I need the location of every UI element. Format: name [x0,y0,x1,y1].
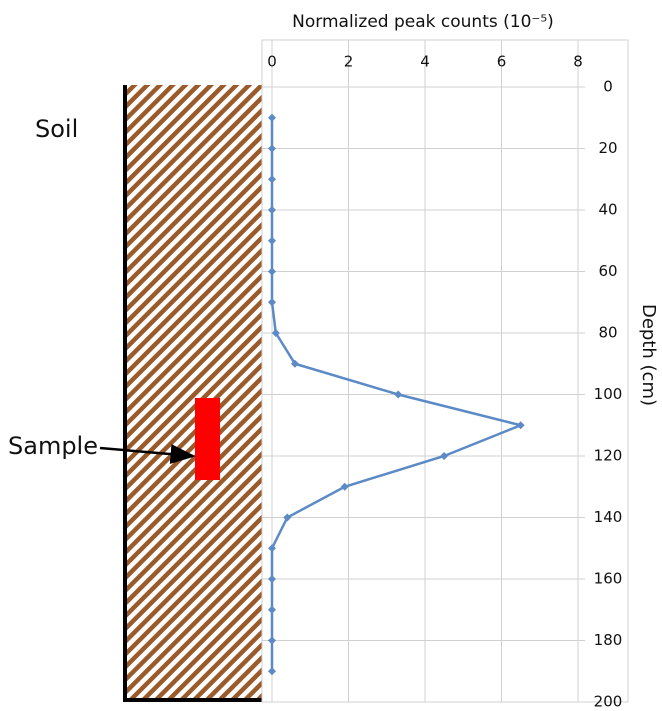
data-point [283,513,292,522]
data-point [268,575,276,583]
data-point [340,482,349,491]
y-tick-label: 60 [598,262,617,280]
y-tick-label: 20 [598,139,617,157]
y-tick-label: 200 [594,693,623,711]
sample-block [195,398,220,480]
data-point [290,359,299,368]
data-point [268,667,276,676]
data-point [268,298,276,307]
y-tick-label: 0 [603,78,613,96]
y-axis-label: Depth (cm) [638,304,659,406]
x-tick-label: 0 [267,53,277,71]
x-tick-label: 4 [420,53,430,71]
y-tick-label: 120 [594,447,623,465]
soil-label: Soil [35,115,78,143]
data-point [440,452,449,460]
data-point [268,113,276,122]
sample-label: Sample [8,432,98,460]
y-tick-label: 100 [594,385,623,403]
data-point [268,544,276,553]
chart-title: Normalized peak counts (10⁻⁵) [292,12,554,32]
data-point [271,329,280,337]
soil-column [125,85,262,702]
data-point [268,267,276,276]
x-tick-label: 8 [573,53,583,71]
y-tick-label: 140 [594,508,623,526]
data-point [394,390,403,399]
y-tick-label: 160 [594,570,623,588]
data-point [516,421,525,430]
data-point [268,236,276,245]
y-tick-label: 180 [594,631,623,649]
x-tick-label: 6 [497,53,507,71]
x-tick-label: 2 [344,53,354,71]
data-point [268,175,276,184]
y-tick-label: 80 [598,324,617,342]
y-tick-label: 40 [598,201,617,219]
data-point [268,605,276,614]
data-point [268,636,276,645]
sample-arrow [99,444,196,465]
data-point [268,144,276,153]
data-point [268,206,276,214]
